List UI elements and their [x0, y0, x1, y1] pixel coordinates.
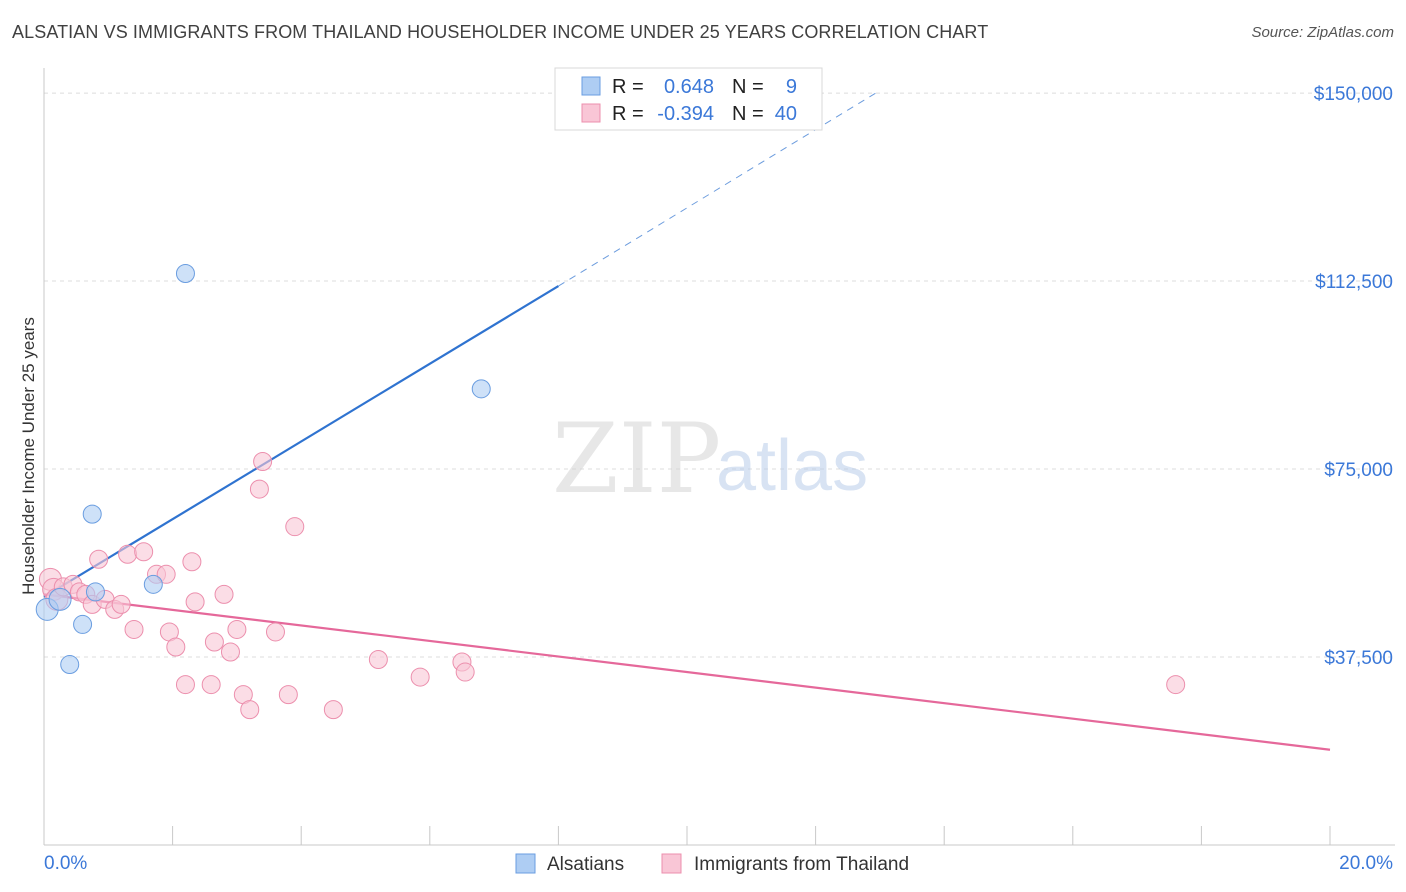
- chart-title: ALSATIAN VS IMMIGRANTS FROM THAILAND HOU…: [12, 22, 989, 42]
- trend-line-extension-0: [558, 90, 881, 287]
- point-thailand-16: [156, 564, 176, 584]
- point-alsatians-7: [175, 264, 195, 284]
- stats-legend-swatch-alsatians: [581, 76, 601, 96]
- point-thailand-36: [410, 667, 430, 687]
- legend-swatch-alsatians: [515, 853, 536, 874]
- y-tick-label-0: $37,500: [1324, 648, 1393, 669]
- gridlines: [44, 92, 1395, 658]
- point-thailand-24: [214, 584, 234, 604]
- point-thailand-26: [227, 619, 247, 639]
- point-alsatians-4: [82, 504, 102, 524]
- point-thailand-12: [118, 544, 138, 564]
- stats-legend-r-label-2: R =: [612, 103, 644, 125]
- legend-label-thailand: Immigrants from Thailand: [694, 854, 909, 875]
- legend-label-alsatians: Alsatians: [547, 854, 624, 875]
- point-alsatians-6: [143, 574, 163, 594]
- stats-legend: R = 0.648 N = 9 R = -0.394 N = 40: [554, 67, 823, 131]
- point-alsatians-3: [73, 614, 93, 634]
- point-thailand-39: [1166, 675, 1186, 695]
- stats-legend-swatch-thailand: [581, 103, 601, 123]
- legend-swatch-thailand: [661, 853, 682, 874]
- stats-legend-n-label-1: N =: [732, 76, 764, 98]
- chart-source: Source: ZipAtlas.com: [1251, 24, 1394, 41]
- stats-legend-r-value-1: 0.648: [664, 76, 714, 98]
- point-thailand-25: [220, 642, 240, 662]
- point-thailand-34: [323, 700, 343, 720]
- point-thailand-13: [124, 619, 144, 639]
- point-thailand-33: [285, 517, 305, 537]
- watermark-zip: ZIP: [552, 403, 721, 515]
- point-thailand-11: [111, 594, 131, 614]
- data-points: [35, 264, 1186, 720]
- point-thailand-20: [182, 552, 202, 572]
- series-legend: Alsatians Immigrants from Thailand: [515, 853, 909, 875]
- stats-legend-r-value-2: -0.394: [657, 103, 714, 125]
- point-thailand-22: [201, 675, 221, 695]
- stats-legend-n-value-1: 9: [786, 76, 797, 98]
- trend-line-1: [43, 593, 1331, 751]
- x-tick-label-left: 0.0%: [44, 853, 87, 874]
- point-thailand-35: [368, 650, 388, 670]
- y-tick-label-3: $150,000: [1314, 84, 1393, 105]
- point-thailand-19: [175, 675, 195, 695]
- point-thailand-23: [204, 632, 224, 652]
- watermark-atlas: atlas: [716, 426, 868, 506]
- stats-legend-n-value-2: 40: [775, 103, 797, 125]
- point-alsatians-8: [471, 379, 491, 399]
- point-alsatians-5: [85, 582, 105, 602]
- point-thailand-8: [89, 549, 109, 569]
- point-thailand-31: [265, 622, 285, 642]
- y-tick-labels: $37,500 $75,000 $112,500 $150,000: [1314, 84, 1393, 669]
- point-thailand-28: [240, 700, 260, 720]
- stats-legend-r-label-1: R =: [612, 76, 644, 98]
- point-thailand-30: [253, 452, 273, 472]
- point-thailand-21: [185, 592, 205, 612]
- x-tick-label-right: 20.0%: [1339, 853, 1393, 874]
- point-thailand-32: [278, 685, 298, 705]
- point-thailand-18: [166, 637, 186, 657]
- point-alsatians-2: [60, 655, 80, 675]
- point-alsatians-1: [48, 587, 72, 611]
- point-thailand-29: [249, 479, 269, 499]
- y-axis-label: Householder Income Under 25 years: [19, 317, 38, 595]
- y-tick-label-1: $75,000: [1324, 460, 1393, 481]
- watermark: ZIP atlas: [552, 403, 868, 515]
- y-tick-label-2: $112,500: [1315, 272, 1393, 293]
- axes: [43, 68, 1395, 846]
- stats-legend-n-label-2: N =: [732, 103, 764, 125]
- point-thailand-14: [134, 542, 154, 562]
- x-axis-ticks: [172, 826, 1331, 845]
- point-thailand-38: [455, 662, 475, 682]
